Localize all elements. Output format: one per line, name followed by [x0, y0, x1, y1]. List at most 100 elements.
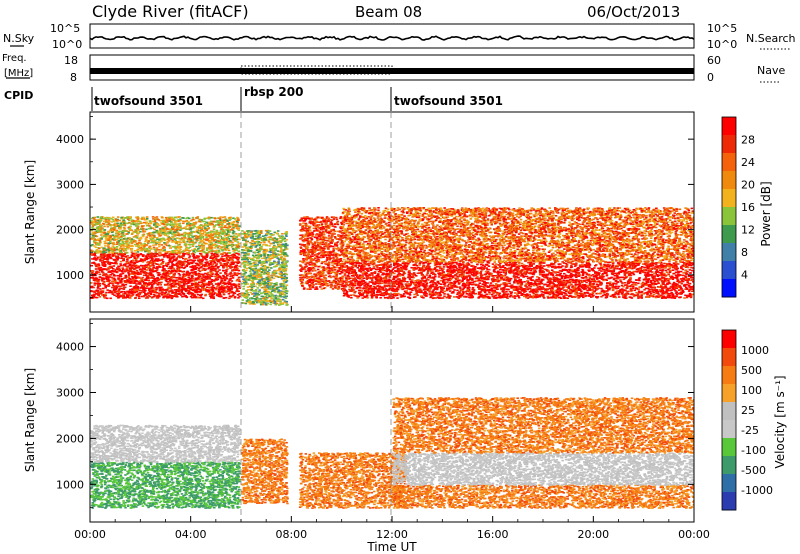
data-cell — [145, 244, 149, 246]
data-cell — [150, 257, 154, 259]
data-cell — [97, 226, 101, 228]
data-cell — [241, 237, 244, 239]
data-cell — [282, 249, 286, 251]
data-cell — [187, 289, 190, 292]
data-cell — [211, 287, 214, 290]
data-cell — [270, 298, 273, 300]
data-cell — [236, 258, 239, 261]
data-cell — [171, 270, 174, 273]
data-cell — [97, 238, 100, 240]
data-cell — [198, 244, 201, 247]
data-cell — [188, 234, 191, 236]
data-cell — [149, 292, 153, 295]
data-cell — [164, 275, 167, 277]
data-cell — [161, 216, 164, 219]
data-cell — [153, 231, 156, 234]
data-cell — [253, 295, 256, 297]
data-cell — [164, 230, 167, 233]
data-cell — [180, 284, 183, 287]
data-cell — [219, 272, 222, 274]
data-cell — [213, 261, 217, 264]
data-cell — [226, 245, 229, 247]
data-cell — [138, 244, 141, 247]
data-cell — [223, 264, 227, 267]
data-cell — [93, 290, 96, 293]
data-cell — [216, 274, 219, 276]
data-cell — [107, 218, 110, 220]
data-cell — [227, 228, 230, 230]
data-cell — [97, 292, 100, 295]
data-cell — [223, 255, 227, 257]
data-cell — [229, 223, 233, 225]
data-cell — [193, 231, 197, 233]
data-cell — [117, 278, 121, 281]
data-cell — [214, 245, 218, 247]
data-cell — [98, 276, 102, 278]
data-cell — [95, 223, 98, 226]
data-cell — [124, 281, 127, 283]
data-cell — [132, 220, 136, 222]
data-cell — [164, 251, 167, 253]
data-cell — [243, 231, 246, 233]
data-cell — [197, 287, 200, 290]
data-cell — [202, 238, 206, 240]
data-cell — [95, 293, 98, 295]
data-cell — [209, 255, 213, 258]
data-cell — [284, 242, 288, 245]
data-cell — [196, 216, 199, 218]
data-cell — [277, 261, 280, 263]
data-cell — [272, 273, 276, 275]
data-cell — [235, 252, 238, 255]
data-cell — [131, 272, 134, 274]
data-cell — [249, 266, 252, 268]
data-cell — [176, 265, 179, 267]
data-cell — [153, 248, 157, 251]
data-cell — [179, 278, 182, 281]
data-cell — [205, 261, 209, 264]
data-cell — [238, 238, 241, 241]
data-cell — [169, 270, 173, 273]
data-cell — [135, 290, 138, 292]
data-cell — [104, 216, 107, 219]
data-cell — [112, 265, 116, 267]
data-cell — [115, 219, 118, 221]
data-cell — [104, 293, 107, 296]
data-cell — [196, 290, 200, 293]
data-cell — [123, 264, 127, 267]
data-cell — [210, 279, 214, 281]
data-cell — [228, 289, 232, 292]
data-cell — [155, 266, 159, 268]
data-cell — [262, 286, 266, 289]
data-cell — [200, 245, 203, 247]
data-cell — [156, 260, 159, 262]
data-cell — [249, 274, 252, 277]
data-cell — [255, 249, 259, 251]
data-cell — [98, 222, 101, 224]
data-cell — [264, 289, 267, 292]
data-cell — [184, 278, 188, 281]
data-cell — [242, 280, 245, 283]
data-cell — [275, 238, 278, 240]
data-cell — [149, 256, 152, 259]
data-cell — [171, 281, 175, 283]
data-cell — [143, 268, 146, 271]
data-cell — [101, 262, 104, 265]
data-cell — [146, 241, 150, 244]
data-cell — [214, 283, 218, 285]
data-cell — [175, 289, 178, 291]
data-cell — [192, 257, 196, 259]
data-cell — [122, 258, 125, 260]
data-cell — [175, 295, 179, 298]
data-cell — [100, 292, 103, 295]
data-cell — [196, 293, 200, 296]
data-cell — [204, 287, 207, 290]
data-cell — [166, 263, 170, 266]
data-cell — [132, 268, 136, 271]
data-cell — [144, 294, 147, 296]
data-cell — [112, 280, 116, 283]
data-cell — [219, 242, 223, 245]
data-cell — [197, 236, 200, 238]
data-cell — [125, 252, 128, 254]
data-cell — [188, 272, 192, 274]
